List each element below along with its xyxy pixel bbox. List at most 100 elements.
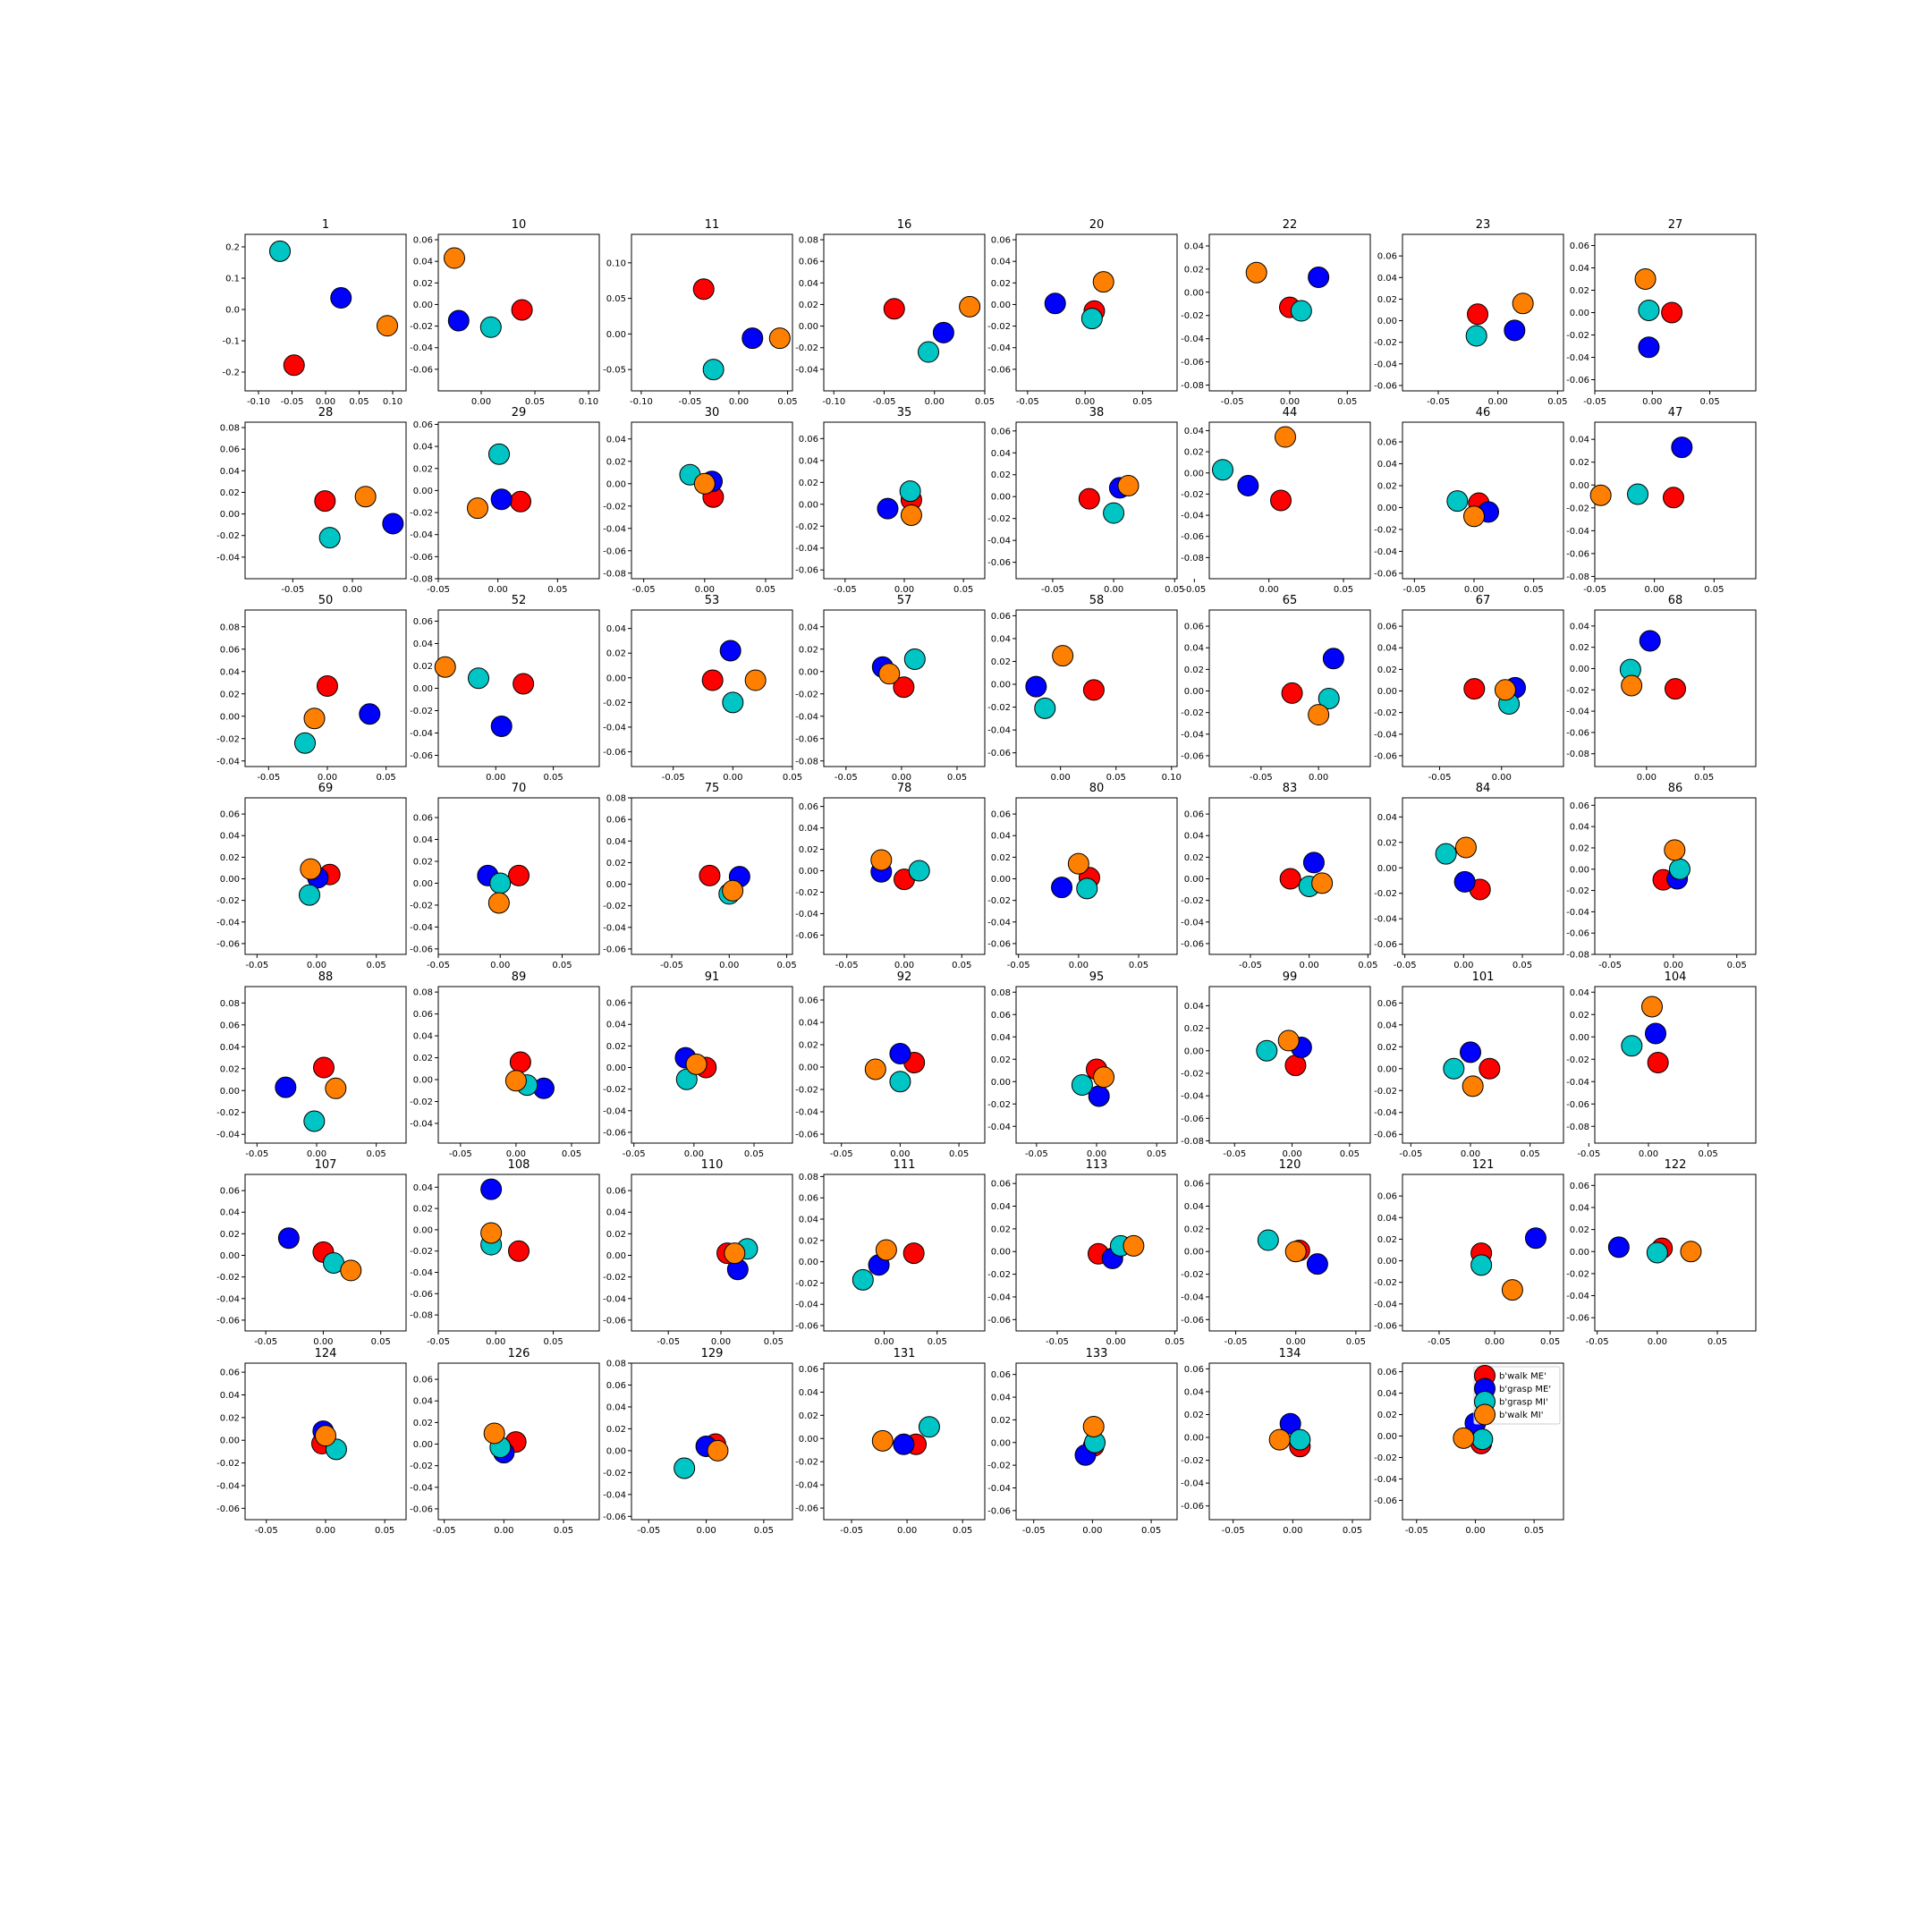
point-grasp-mi [294,732,317,754]
y-tick-label: 0.06 [799,1194,818,1204]
point-walk-mi [1067,852,1089,875]
plot-frame [1015,421,1178,580]
point-grasp-mi [889,1071,911,1093]
point-walk-mi [1284,1241,1307,1263]
x-tick-label: -0.05 [1586,1337,1609,1347]
x-tick-label: 0.00 [1082,1526,1102,1536]
point-walk-mi [722,879,744,902]
x-tick-label: -0.05 [1041,585,1064,595]
point-walk-mi [1462,1075,1484,1097]
point-grasp-me [893,1433,915,1455]
point-walk-me [510,490,531,513]
y-tick-label: 0.06 [1377,1192,1397,1202]
y-tick-label: -0.02 [603,902,626,911]
legend-marker [1474,1403,1496,1426]
y-tick-label: 0.00 [991,301,1011,310]
x-tick-label: 0.00 [723,773,742,783]
y-tick-label: 0.02 [606,859,626,869]
y-tick-label: -0.04 [410,1268,433,1278]
y-tick-label: 0.00 [799,867,818,877]
plot-frame [631,1362,793,1521]
panel-title: 104 [1665,970,1687,984]
plot-frame [1208,797,1371,955]
y-tick-label: 0.06 [799,435,818,445]
point-walk-mi [1275,426,1296,448]
point-walk-mi [1454,836,1477,859]
y-tick-label: 0.00 [413,1225,433,1235]
y-tick-label: 0.04 [1570,622,1589,631]
panel-title: 44 [1283,406,1298,419]
point-walk-mi [480,1222,503,1244]
x-tick-label: -0.05 [281,585,304,595]
point-grasp-mi [908,860,930,882]
scatter-panel: 65 -0.05 0.00 -0.06 -0.04 -0.02 0.00 0.02 0.04 0.… [1181,594,1371,783]
y-tick-label: -0.06 [987,1316,1011,1326]
x-tick-label: 0.00 [1642,397,1662,407]
plot-frame [437,233,600,392]
y-tick-label: 0.02 [606,1042,626,1052]
y-tick-label: 0.08 [991,988,1011,998]
y-tick-label: -0.04 [987,343,1011,353]
y-tick-label: 0.02 [799,1041,818,1051]
y-tick-label: 0.06 [606,1187,626,1197]
plot-frame [1015,609,1178,767]
point-grasp-me [490,716,513,737]
y-tick-label: 0.06 [1184,623,1204,632]
point-grasp-me [330,287,352,309]
scatter-panel: 86 -0.05 0.00 0.05 -0.08 -0.06 -0.04 -0.02 0.00 0… [1566,782,1757,970]
y-tick-label: -0.04 [1374,730,1397,740]
y-tick-label: -0.04 [1566,908,1589,918]
y-tick-label: -0.06 [1374,1131,1397,1140]
x-tick-label: 0.00 [1286,1337,1306,1347]
point-walk-mi [871,1429,894,1452]
point-grasp-mi [1668,858,1690,880]
x-tick-label: 0.05 [777,397,797,407]
y-tick-label: -0.06 [1566,1314,1589,1324]
plot-frame [1402,797,1564,955]
y-tick-label: 0.10 [606,258,626,268]
x-tick-label: -0.05 [433,1526,456,1536]
point-walk-mi [1664,839,1686,861]
y-tick-label: 0.0 [225,306,240,316]
y-tick-label: 0.00 [413,301,433,310]
y-tick-label: -0.02 [1374,1087,1397,1097]
x-tick-label: 0.05 [1699,397,1719,407]
x-tick-label: 0.00 [1069,961,1089,970]
point-grasp-mi [899,480,921,503]
y-tick-label: -0.02 [987,1270,1011,1280]
point-walk-me [1467,303,1488,326]
x-tick-label: 0.00 [1639,1149,1658,1159]
y-tick-label: 0.06 [1377,999,1397,1009]
panel-title: 86 [1668,782,1683,795]
x-tick-label: 0.05 [953,585,973,595]
point-walk-me [692,278,715,301]
x-tick-label: -0.05 [1598,961,1622,970]
x-tick-label: -0.05 [1577,1149,1600,1159]
y-tick-label: -0.06 [795,1131,818,1140]
point-grasp-me [275,1076,297,1098]
y-tick-label: 0.00 [413,879,433,889]
point-walk-mi [1641,996,1663,1018]
x-tick-label: -0.05 [632,585,656,595]
y-tick-label: 0.00 [1377,1432,1397,1442]
point-grasp-mi [1103,502,1125,524]
y-tick-label: 0.02 [799,845,818,855]
y-tick-label: -0.02 [1374,1453,1397,1463]
point-walk-mi [685,1053,708,1075]
x-tick-label: -0.05 [427,1337,450,1347]
point-walk-me [313,1056,335,1079]
scatter-panel: 67 -0.05 0.00 -0.06 -0.04 -0.02 0.00 0.02 0.04 0.… [1374,594,1564,783]
x-tick-label: 0.05 [552,961,572,970]
y-tick-label: 0.06 [1184,810,1204,820]
scatter-panel: 58 0.00 0.05 0.10 -0.06 -0.04 -0.02 0.00 0.02 0.0… [987,594,1182,783]
y-tick-label: 0.00 [1570,865,1589,875]
point-walk-mi [1093,1066,1115,1089]
y-tick-label: 0.02 [220,1230,240,1240]
point-walk-mi [1680,1241,1702,1263]
point-grasp-me [1302,852,1325,874]
y-tick-label: -0.04 [795,365,818,375]
point-grasp-mi [1470,1254,1493,1276]
x-tick-label: -0.05 [873,397,896,407]
panel-title: 20 [1089,218,1105,232]
y-tick-label: 0.04 [1184,832,1204,842]
